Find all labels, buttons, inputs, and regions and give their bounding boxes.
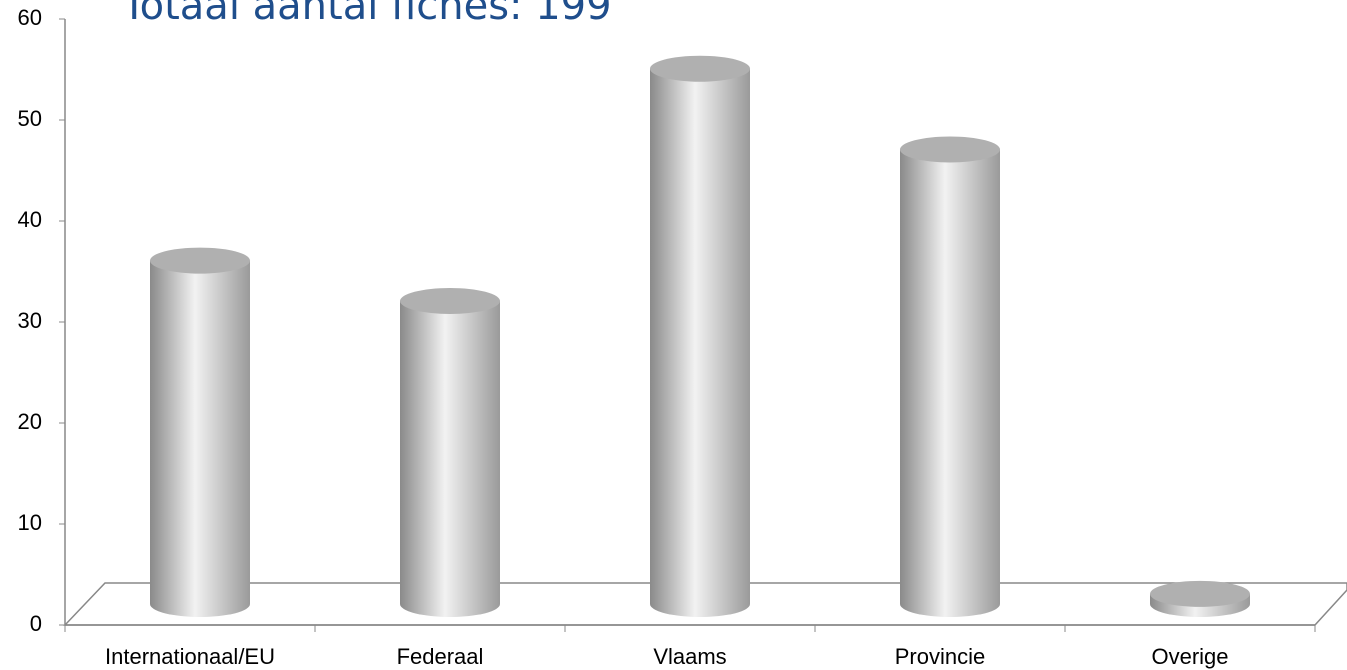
bar bbox=[900, 149, 1000, 604]
bar bbox=[400, 301, 500, 604]
y-tick-label: 50 bbox=[18, 106, 42, 131]
bar bbox=[650, 68, 750, 604]
y-tick-label: 0 bbox=[30, 611, 42, 636]
bar-top bbox=[150, 247, 250, 274]
y-tick-label: 30 bbox=[18, 308, 42, 333]
y-tick-label: 10 bbox=[18, 510, 42, 535]
y-tick-label: 20 bbox=[18, 409, 42, 434]
bar-top bbox=[1150, 580, 1250, 607]
x-tick-label: Internationaal/EU bbox=[105, 644, 275, 669]
x-tick-label: Federaal bbox=[397, 644, 484, 669]
chart-title: Totaal aantal fiches: 199 bbox=[121, 0, 612, 29]
y-tick-label: 40 bbox=[18, 207, 42, 232]
bar bbox=[150, 260, 250, 604]
x-tick-label: Vlaams bbox=[653, 644, 726, 669]
bar-top bbox=[900, 136, 1000, 163]
bar-top bbox=[650, 55, 750, 82]
x-tick-label: Provincie bbox=[895, 644, 985, 669]
x-tick-label: Overige bbox=[1151, 644, 1228, 669]
bar-top bbox=[400, 288, 500, 314]
y-tick-label: 60 bbox=[18, 5, 42, 30]
